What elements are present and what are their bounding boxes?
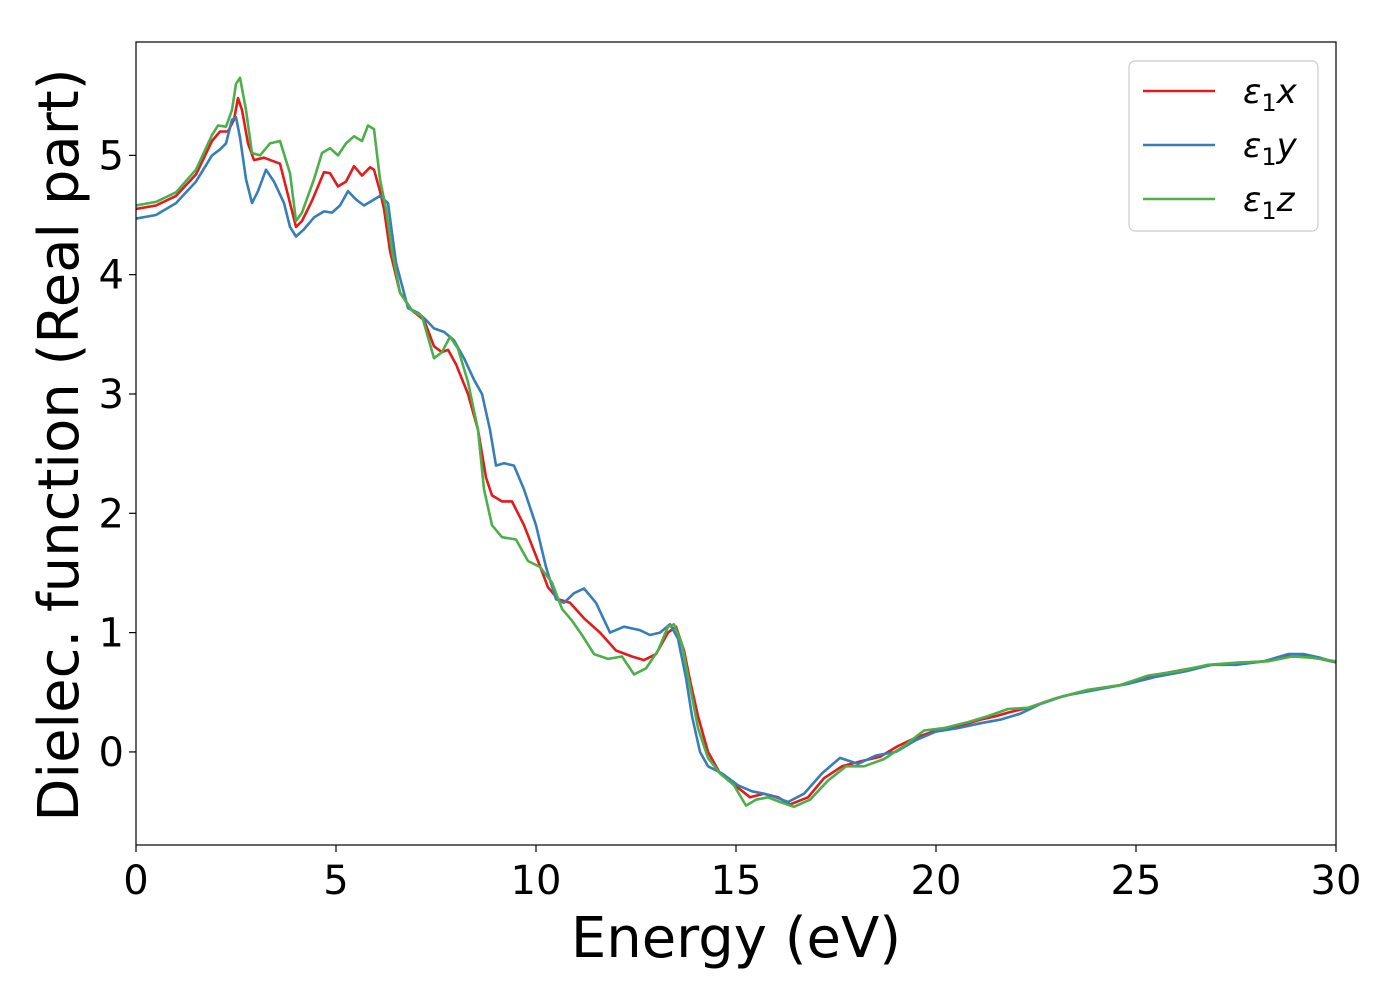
y-axis: 0 1 2 3 4 5: [99, 133, 136, 776]
legend-label: ε1x: [1243, 72, 1298, 117]
x-tick-label: 25: [1111, 858, 1162, 904]
x-tick-label: 20: [911, 858, 962, 904]
y-tick-label: 1: [99, 611, 124, 657]
series-line-3: [136, 76, 1336, 809]
x-tick-label: 5: [323, 858, 348, 904]
series-line-2: [136, 115, 1336, 804]
legend-frame: [1128, 60, 1319, 232]
x-axis: 0 5 10 15 20 25 30: [123, 845, 1361, 904]
y-tick-label: 2: [99, 491, 124, 537]
x-tick-label: 10: [511, 858, 562, 904]
series-layer: [136, 76, 1336, 809]
legend: ε1x ε1y ε1z: [1128, 60, 1319, 232]
y-tick-label: 0: [99, 730, 124, 776]
legend-label: ε1z: [1243, 180, 1296, 225]
y-tick-label: 3: [99, 372, 124, 418]
x-tick-label: 30: [1311, 858, 1362, 904]
x-tick-label: 0: [123, 858, 148, 904]
x-tick-label: 15: [711, 858, 762, 904]
y-tick-label: 5: [99, 133, 124, 179]
y-tick-label: 4: [99, 253, 124, 299]
x-axis-title: Energy (eV): [571, 906, 901, 971]
legend-label: ε1y: [1243, 126, 1298, 171]
y-axis-title: Dielec. function (Real part): [27, 68, 92, 821]
